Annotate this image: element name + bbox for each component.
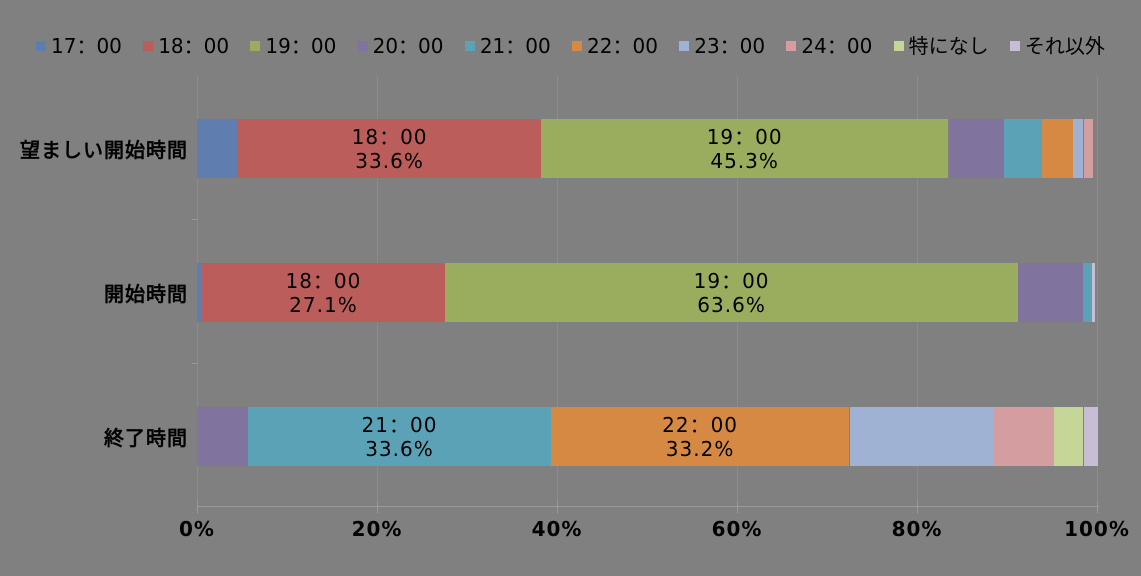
legend-swatch-icon: [464, 41, 475, 51]
bar-segment[interactable]: [1053, 407, 1084, 466]
category-axis: 望ましい開始時間開始時間終了時間: [0, 0, 188, 576]
legend-item[interactable]: 18：00: [143, 36, 229, 56]
legend-label: 23：00: [694, 34, 766, 58]
legend-swatch-icon: [572, 41, 583, 51]
axis-tick: [1097, 501, 1098, 513]
legend-item[interactable]: 22：00: [572, 36, 658, 56]
legend-label: 特になし: [908, 34, 989, 58]
legend-label: 22：00: [587, 34, 658, 58]
legend-label: 20：00: [372, 34, 444, 58]
legend-swatch-icon: [893, 41, 904, 51]
bar-segment[interactable]: [1083, 119, 1093, 178]
bar-segment[interactable]: [197, 263, 202, 322]
segment-data-label: 21：00 33.6%: [361, 412, 438, 461]
legend-swatch-icon: [1009, 41, 1020, 51]
category-label: 終了時間: [104, 426, 188, 450]
category-boundary-tick: [192, 363, 197, 364]
bar-segment[interactable]: 21：00 33.6%: [248, 407, 551, 466]
bar-segment[interactable]: 18：00 27.1%: [201, 263, 446, 322]
axis-tick: [737, 501, 738, 513]
plot-area: 18：00 33.6% 19：00 45.3% 18：00 27.1% 19：00 63.6%…: [192, 75, 1099, 513]
legend-item[interactable]: 21：00: [464, 34, 551, 58]
category-axis-line: [197, 506, 1099, 507]
axis-tick: [197, 501, 198, 513]
bar-segment[interactable]: [1083, 407, 1098, 466]
bar-segment[interactable]: [1072, 119, 1084, 178]
bar-segment[interactable]: [1004, 119, 1043, 178]
legend-item[interactable]: それ以外: [1009, 34, 1105, 58]
bar-segment[interactable]: 19：00 45.3%: [540, 119, 949, 178]
axis-tick: [917, 501, 918, 513]
axis-tick-label: 80%: [891, 517, 943, 541]
bar-segment[interactable]: [197, 119, 239, 178]
bar-segment[interactable]: [1017, 263, 1083, 322]
segment-data-label: 19：00 63.6%: [693, 268, 770, 317]
bar-segment[interactable]: [197, 407, 249, 466]
bar-segment[interactable]: 22：00 33.2%: [550, 407, 850, 466]
legend-item[interactable]: 19：00: [250, 36, 336, 56]
legend-swatch-icon: [143, 41, 154, 51]
legend-label: 17：00: [51, 34, 122, 58]
legend-item[interactable]: 24：00: [786, 36, 872, 56]
legend-item[interactable]: 20：00: [357, 34, 444, 58]
bar-segment[interactable]: [1091, 263, 1096, 322]
legend-swatch-icon: [786, 41, 797, 51]
category-boundary-tick: [192, 219, 197, 220]
bar-segment[interactable]: [849, 407, 995, 466]
bar-segment[interactable]: 18：00 33.6%: [238, 119, 541, 178]
axis-tick-label: 0%: [179, 517, 215, 541]
gridline: [1097, 75, 1098, 506]
legend-item[interactable]: 23：00: [679, 36, 765, 56]
category-label: 望ましい開始時間: [20, 138, 188, 162]
bar-row: 18：00 33.6% 19：00 45.3%: [197, 119, 1097, 178]
bar-segment[interactable]: 19：00 63.6%: [445, 263, 1018, 322]
segment-data-label: 22：00 33.2%: [662, 412, 739, 461]
segment-data-label: 18：00 27.1%: [285, 268, 362, 317]
axis-tick: [377, 501, 378, 513]
bar-segment[interactable]: [994, 407, 1054, 466]
bar-segment[interactable]: [1042, 119, 1073, 178]
segment-data-label: 18：00 33.6%: [351, 124, 428, 173]
bar-row: 21：00 33.6% 22：00 33.2%: [197, 407, 1098, 466]
chart-legend: 17：00 18：00 19：00 20：00 21：00 22：00 23：00 24：00…: [36, 36, 1105, 56]
segment-data-label: 19：00 45.3%: [706, 124, 783, 173]
bar-row: 18：00 27.1% 19：00 63.6%: [197, 263, 1097, 322]
axis-tick-label: 40%: [531, 517, 583, 541]
axis-tick-label: 100%: [1064, 517, 1130, 541]
bar-segment[interactable]: [948, 119, 1005, 178]
legend-label: 24：00: [801, 34, 873, 58]
legend-label: 19：00: [265, 34, 337, 58]
legend-swatch-icon: [250, 41, 261, 51]
axis-tick-label: 20%: [351, 517, 403, 541]
legend-swatch-icon: [679, 41, 690, 51]
category-label: 開始時間: [104, 282, 188, 306]
legend-item[interactable]: 特になし: [893, 34, 989, 58]
legend-swatch-icon: [36, 41, 46, 51]
legend-item[interactable]: 17：00: [36, 36, 122, 56]
legend-label: 18：00: [158, 34, 230, 58]
legend-swatch-icon: [357, 41, 368, 51]
legend-label: 21：00: [479, 34, 551, 58]
legend-label: それ以外: [1024, 34, 1105, 58]
axis-tick-label: 60%: [711, 517, 763, 541]
bar-segment[interactable]: [1082, 263, 1092, 322]
axis-tick: [557, 501, 558, 513]
